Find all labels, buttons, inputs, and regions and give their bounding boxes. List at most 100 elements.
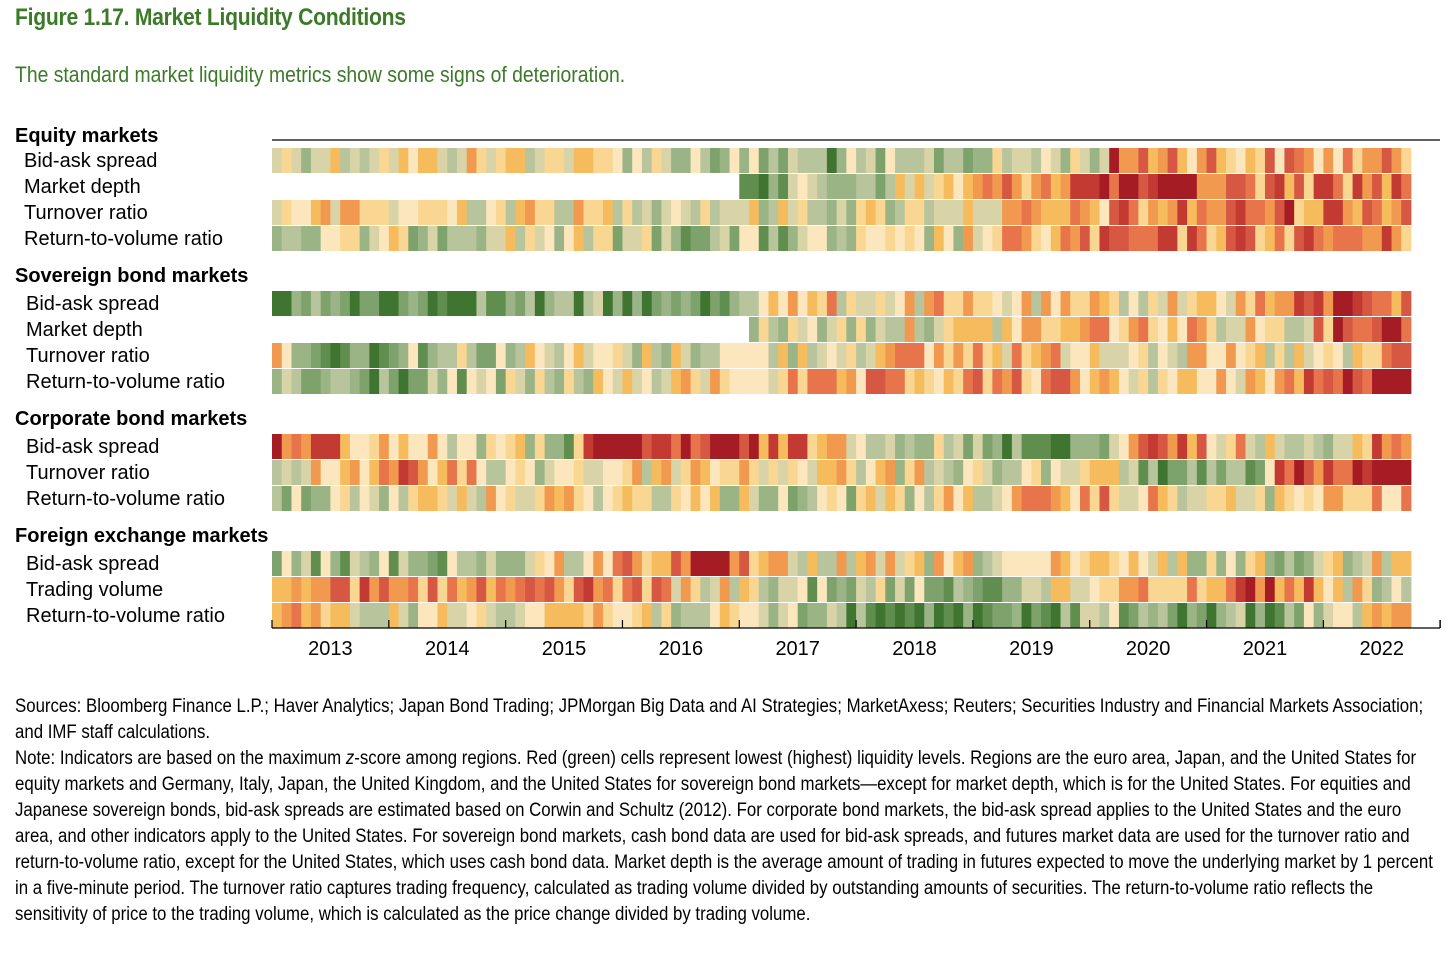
heatmap-cell (1333, 291, 1344, 316)
heatmap-cell (437, 343, 448, 368)
heatmap-cell (1050, 148, 1061, 173)
heatmap-cell (719, 460, 730, 485)
heatmap-cell (963, 434, 974, 459)
heatmap-cell (1323, 226, 1334, 251)
heatmap-cell (408, 486, 419, 511)
heatmap-cell (1196, 226, 1207, 251)
heatmap-cell (719, 148, 730, 173)
heatmap-cell (456, 434, 468, 459)
heatmap-cell (758, 577, 769, 602)
heatmap-cell (408, 577, 419, 602)
heatmap-cell (1050, 369, 1061, 394)
heatmap-cell (1303, 226, 1315, 251)
heatmap-cell (320, 291, 331, 316)
heatmap-cell (1342, 291, 1353, 316)
heatmap-cell (1216, 434, 1227, 459)
heatmap-cell (534, 226, 545, 251)
year-label-2022: 2022 (1360, 638, 1405, 660)
heatmap-cell (1070, 226, 1081, 251)
heatmap-cell (787, 551, 799, 576)
heatmap-cell (593, 369, 604, 394)
heatmap-cell (1128, 577, 1139, 602)
heatmap-cell (1333, 343, 1344, 368)
heatmap-cell (1245, 317, 1256, 342)
heatmap-cell (1187, 343, 1198, 368)
heatmap-cell (1167, 460, 1178, 485)
heatmap-cell (1060, 486, 1071, 511)
heatmap-cell (700, 486, 711, 511)
heatmap-cell (680, 551, 692, 576)
heatmap-cell (398, 343, 409, 368)
heatmap-cell (1099, 486, 1110, 511)
heatmap-cell (544, 577, 555, 602)
heatmap-cell (564, 226, 575, 251)
heatmap-cell (846, 460, 857, 485)
heatmap-cell (602, 369, 614, 394)
heatmap-cell (943, 577, 954, 602)
heatmap-cell (680, 200, 692, 225)
heatmap-cell (388, 486, 399, 511)
heatmap-cell (320, 148, 331, 173)
heatmap-cell (602, 486, 614, 511)
heatmap-cell (943, 291, 954, 316)
heatmap-cell (856, 148, 867, 173)
heatmap-cell (1294, 148, 1305, 173)
heatmap-cell (914, 603, 925, 628)
heatmap-cell (846, 434, 857, 459)
heatmap-cell (622, 291, 633, 316)
heatmap-cell (291, 291, 302, 316)
heatmap-cell (1070, 148, 1081, 173)
heatmap-cell (612, 343, 623, 368)
heatmap-cell (622, 577, 633, 602)
row-label-3-0: Bid-ask spread (26, 553, 159, 575)
heatmap-cell (593, 343, 604, 368)
heatmap-cell (1070, 200, 1081, 225)
heatmap-cell (1206, 603, 1217, 628)
heatmap-cell (671, 460, 682, 485)
heatmap-cell (301, 577, 312, 602)
heatmap-cell (778, 291, 789, 316)
heatmap-cell (632, 291, 643, 316)
heatmap-cell (1352, 291, 1363, 316)
heatmap-cell (291, 577, 302, 602)
heatmap-cell (1070, 434, 1081, 459)
heatmap-cell (1002, 148, 1013, 173)
heatmap-cell (963, 200, 974, 225)
heatmap-cell (1391, 226, 1402, 251)
heatmap-cell (729, 460, 740, 485)
heatmap-cell (924, 343, 935, 368)
heatmap-cell (622, 603, 633, 628)
heatmap-cell (1050, 343, 1061, 368)
heatmap-cell (437, 603, 448, 628)
heatmap-cell (427, 291, 438, 316)
heatmap-cell (1372, 434, 1383, 459)
heatmap-cell (856, 486, 867, 511)
heatmap-cell (1148, 343, 1159, 368)
heatmap-cell (1284, 434, 1295, 459)
heatmap-cell (943, 343, 954, 368)
heatmap-cell (447, 369, 458, 394)
heatmap-cell (982, 148, 993, 173)
figure-subtitle: The standard market liquidity metrics sh… (15, 62, 626, 87)
heatmap-cell (544, 486, 555, 511)
heatmap-cell (914, 551, 925, 576)
heatmap-cell (1284, 603, 1295, 628)
heatmap-cell (817, 174, 828, 199)
heatmap-cell (1274, 460, 1285, 485)
heatmap-cell (817, 434, 828, 459)
heatmap-cell (651, 551, 662, 576)
heatmap-cell (1235, 317, 1246, 342)
heatmap-cell (1284, 551, 1295, 576)
heatmap-cell (826, 434, 838, 459)
heatmap-cell (1264, 603, 1276, 628)
heatmap-cell (388, 148, 399, 173)
heatmap-cell (885, 317, 896, 342)
heatmap-cell (807, 577, 818, 602)
heatmap-cell (272, 148, 283, 173)
heatmap-cell (1401, 434, 1412, 459)
heatmap-cell (291, 551, 302, 576)
heatmap-cell (1362, 434, 1373, 459)
heatmap-cell (710, 148, 721, 173)
heatmap-cell (1148, 369, 1159, 394)
heatmap-cell (933, 174, 945, 199)
